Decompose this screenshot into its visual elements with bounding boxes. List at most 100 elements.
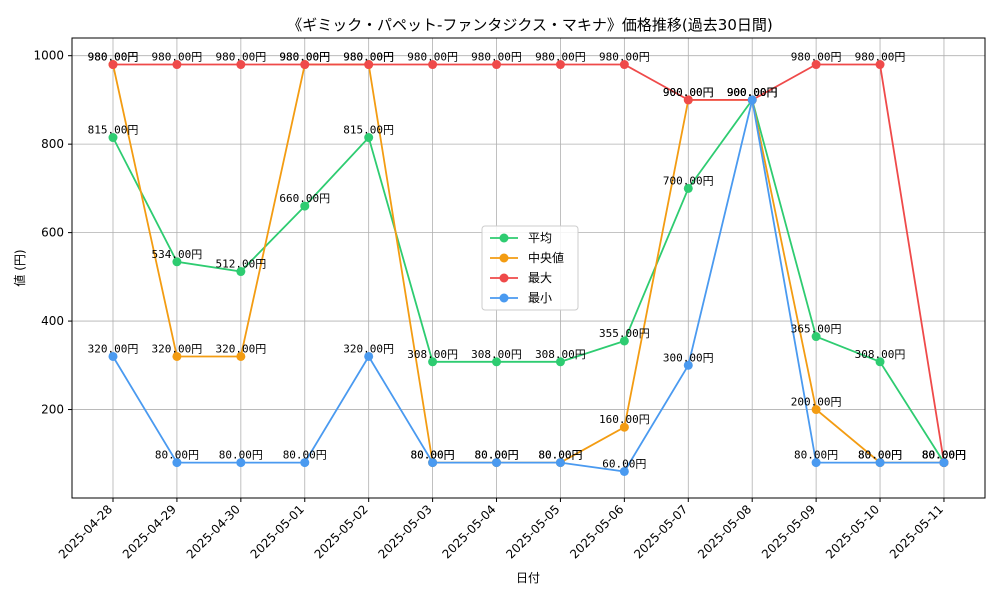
data-point — [108, 351, 118, 361]
data-label: 900.00円 — [663, 86, 714, 99]
data-label: 320.00円 — [343, 342, 394, 355]
series-lines — [108, 60, 949, 476]
data-point — [236, 458, 246, 468]
data-point — [811, 332, 821, 342]
data-point — [555, 357, 565, 367]
data-label: 980.00円 — [279, 51, 330, 64]
data-label: 980.00円 — [152, 51, 203, 64]
data-label: 320.00円 — [88, 342, 139, 355]
data-label: 980.00円 — [88, 51, 139, 64]
data-label: 80.00円 — [474, 449, 518, 462]
data-label: 980.00円 — [855, 51, 906, 64]
data-label: 80.00円 — [922, 449, 966, 462]
data-point — [875, 458, 885, 468]
data-label: 900.00円 — [727, 86, 778, 99]
x-axis-ticks: 2025-04-28 2025-04-29 2025-04-30 2025-05-01… — [56, 498, 946, 561]
data-label: 80.00円 — [411, 449, 455, 462]
y-tick-label: 400 — [41, 314, 64, 328]
data-label: 660.00円 — [279, 192, 330, 205]
x-tick-label: 2025-04-29 — [120, 502, 179, 561]
data-label: 980.00円 — [471, 51, 522, 64]
x-tick-label: 2025-04-28 — [56, 502, 115, 561]
data-label: 200.00円 — [791, 396, 842, 409]
data-label: 320.00円 — [215, 342, 266, 355]
data-point — [172, 257, 182, 267]
data-point — [747, 95, 757, 105]
data-point — [236, 60, 246, 70]
x-tick-label: 2025-05-05 — [503, 502, 562, 561]
data-label: 980.00円 — [791, 51, 842, 64]
legend-box — [481, 225, 579, 311]
data-label: 815.00円 — [88, 124, 139, 137]
legend-marker — [499, 233, 509, 243]
data-label: 980.00円 — [343, 51, 394, 64]
data-point — [619, 336, 629, 346]
data-point — [683, 183, 693, 193]
data-point — [939, 458, 949, 468]
legend-marker — [499, 253, 509, 263]
data-label: 80.00円 — [538, 449, 582, 462]
data-label: 534.00円 — [152, 248, 203, 261]
data-point — [300, 201, 310, 211]
data-label: 900.00円 — [727, 86, 778, 99]
x-axis-label: 日付 — [516, 571, 540, 585]
data-point — [300, 458, 310, 468]
data-point — [108, 60, 118, 70]
data-point — [619, 60, 629, 70]
series-line — [112, 97, 945, 464]
data-point — [492, 458, 502, 468]
data-point — [428, 60, 438, 70]
data-label: 80.00円 — [411, 449, 455, 462]
y-axis-ticks: 200 400 600 800 1000 — [33, 49, 72, 417]
x-tick-label: 2025-05-06 — [567, 502, 626, 561]
y-tick-label: 1000 — [33, 49, 64, 63]
data-label: 60.00円 — [602, 457, 646, 470]
data-label: 160.00円 — [599, 413, 650, 426]
x-tick-label: 2025-05-07 — [631, 502, 690, 561]
data-label: 980.00円 — [88, 51, 139, 64]
x-tick-label: 2025-05-04 — [439, 502, 498, 561]
data-label: 980.00円 — [535, 51, 586, 64]
y-tick-label: 200 — [41, 403, 64, 417]
chart-title: 《ギミック・パペット-ファンタジクス・マキナ》価格推移(過去30日間) — [287, 16, 772, 34]
data-label: 80.00円 — [922, 449, 966, 462]
data-label: 80.00円 — [922, 449, 966, 462]
data-label: 900.00円 — [663, 86, 714, 99]
data-label: 80.00円 — [283, 449, 327, 462]
data-point — [364, 60, 374, 70]
y-tick-label: 600 — [41, 226, 64, 240]
x-tick-label: 2025-05-03 — [376, 502, 435, 561]
legend-marker — [499, 273, 509, 283]
x-tick-label: 2025-05-11 — [887, 502, 946, 561]
data-point — [619, 466, 629, 476]
data-point — [172, 458, 182, 468]
data-point — [172, 60, 182, 70]
x-tick-label: 2025-05-08 — [695, 502, 754, 561]
data-point — [108, 133, 118, 143]
data-point — [875, 357, 885, 367]
x-tick-label: 2025-05-02 — [312, 502, 371, 561]
data-label: 980.00円 — [215, 51, 266, 64]
data-point — [428, 458, 438, 468]
data-point — [236, 351, 246, 361]
data-point — [683, 95, 693, 105]
legend-label: 中央値 — [528, 250, 564, 265]
data-label: 365.00円 — [791, 323, 842, 336]
data-point — [492, 60, 502, 70]
data-label: 80.00円 — [155, 449, 199, 462]
data-label: 80.00円 — [922, 449, 966, 462]
data-label: 300.00円 — [663, 351, 714, 364]
x-tick-label: 2025-05-01 — [248, 502, 307, 561]
data-label: 308.00円 — [471, 348, 522, 361]
data-label: 80.00円 — [794, 449, 838, 462]
data-label: 815.00円 — [343, 124, 394, 137]
data-point — [300, 60, 310, 70]
data-point — [555, 458, 565, 468]
legend-marker — [499, 293, 509, 303]
x-tick-label: 2025-05-09 — [759, 502, 818, 561]
data-label: 355.00円 — [599, 327, 650, 340]
legend-label: 平均 — [528, 231, 552, 245]
series-line — [113, 63, 945, 463]
